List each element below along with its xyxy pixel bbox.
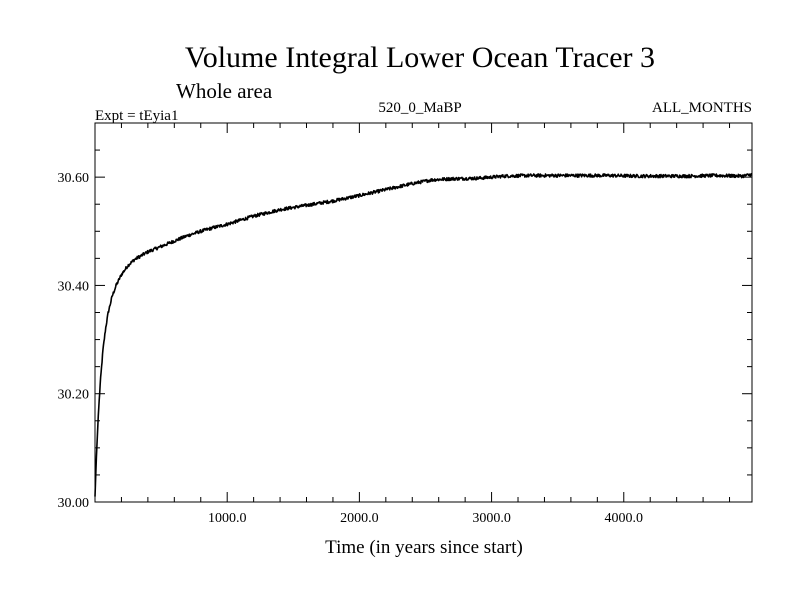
x-axis-label: Time (in years since start) xyxy=(325,537,523,558)
x-tick-label: 4000.0 xyxy=(605,511,644,526)
y-tick-label: 30.00 xyxy=(58,496,90,511)
chart-subtitle: Whole area xyxy=(176,79,273,103)
x-tick-label: 1000.0 xyxy=(208,511,247,526)
x-tick-label: 2000.0 xyxy=(340,511,379,526)
x-tick-labels: 1000.0 2000.0 3000.0 4000.0 xyxy=(208,511,643,526)
y-tick-labels: 30.00 30.20 30.40 30.60 xyxy=(58,171,90,511)
expt-label: Expt = tEyia1 xyxy=(95,108,178,124)
period-label: 520_0_MaBP xyxy=(378,100,461,116)
y-tick-label: 30.20 xyxy=(58,388,90,403)
chart-title: Volume Integral Lower Ocean Tracer 3 xyxy=(185,41,655,74)
y-tick-label: 30.40 xyxy=(58,279,90,294)
y-tick-label: 30.60 xyxy=(58,171,90,186)
series-line xyxy=(94,172,753,497)
months-label: ALL_MONTHS xyxy=(652,100,752,116)
x-tick-label: 3000.0 xyxy=(472,511,511,526)
minor-ticks xyxy=(95,123,752,502)
